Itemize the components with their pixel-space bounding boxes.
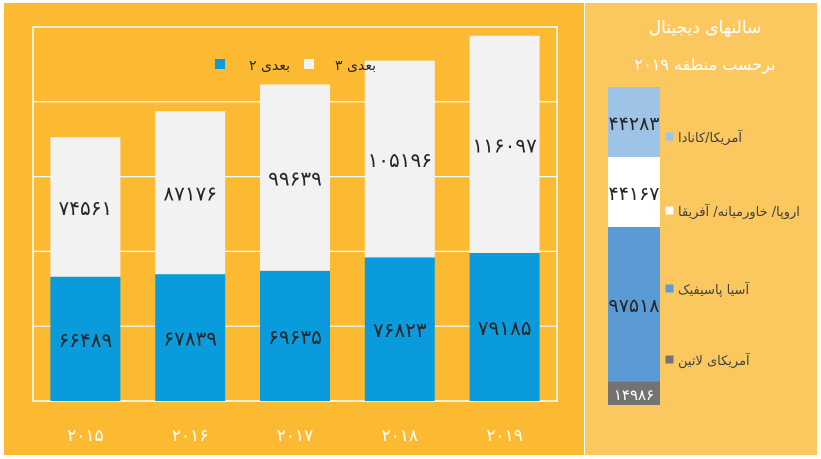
x-tick-label: ۲۰۱۷: [277, 426, 314, 446]
bar-2d-segment: [364, 257, 435, 401]
region-legend-label: آسیا پاسیفیک: [678, 281, 750, 298]
bar-3d-segment: [155, 111, 226, 275]
bar-3d-segment: [364, 60, 435, 258]
legend-label-2d: ۲ بعدی: [249, 58, 290, 74]
data-label-3d: ۸۷۱۷۶: [163, 182, 217, 206]
data-label-2d: ۶۷۸۳۹: [163, 327, 217, 351]
region-legend-swatch: [664, 354, 675, 365]
region-stacked-bar-chart: سالنهای دیجیتال برحسب منطقه ۲۰۱۹ ۱۴۹۸۶ آمری…: [608, 18, 800, 405]
data-label-2d: ۷۹۱۸۵: [478, 316, 532, 340]
chart-subtitle: برحسب منطقه ۲۰۱۹: [635, 55, 776, 75]
bar-2d-segment: [260, 270, 330, 401]
legend-label-3d: ۳ بعدی: [335, 58, 376, 74]
region-legend-label: آمریکای لاتین: [678, 352, 751, 369]
region-bar-segment: [608, 87, 660, 158]
bar-2d-segment: [155, 274, 226, 401]
region-data-label: ۱۴۹۸۶: [614, 386, 654, 404]
region-bar-segment: [608, 381, 660, 405]
chart-title: سالنهای دیجیتال: [649, 18, 762, 38]
bar-3d-segment: [50, 137, 121, 277]
data-label-2d: ۷۶۸۲۳: [373, 318, 427, 342]
data-label-3d: ۱۰۵۱۹۶: [368, 148, 432, 172]
region-legend-swatch: [664, 205, 675, 216]
region-legend-label: اروپا/ خاورمیانه/ آفریقا: [678, 203, 800, 220]
main-chart-panel: ۶۶۴۸۹ ۷۴۵۶۱ ۲۰۱۵ ۶۷۸۳۹ ۸۷۱۷۶ ۲۰۱۶ ۶۹۶۳۵ ۹۹۶۳۹ ۲۰…: [4, 3, 584, 455]
x-tick-label: ۲۰۱۵: [67, 426, 104, 446]
region-legend-label: آمریکا/کانادا: [678, 129, 743, 146]
data-label-3d: ۷۴۵۶۱: [59, 196, 113, 220]
main-stacked-bar-chart: ۶۶۴۸۹ ۷۴۵۶۱ ۲۰۱۵ ۶۷۸۳۹ ۸۷۱۷۶ ۲۰۱۶ ۶۹۶۳۵ ۹۹۶۳۹ ۲۰…: [32, 26, 558, 446]
legend-swatch-2d: [215, 59, 225, 69]
data-label-3d: ۹۹۶۳۹: [268, 167, 322, 191]
region-legend-swatch: [664, 283, 675, 294]
x-tick-label: ۲۰۱۸: [382, 426, 419, 446]
region-data-label: ۴۴۱۶۷: [608, 183, 659, 205]
bar-3d-segment: [469, 35, 540, 253]
bar-3d-segment: [260, 84, 330, 271]
region-legend-swatch: [664, 131, 675, 142]
x-tick-label: ۲۰۱۹: [486, 426, 523, 446]
data-label-2d: ۶۹۶۳۵: [268, 325, 322, 349]
x-tick-label: ۲۰۱۶: [172, 426, 209, 446]
region-chart-panel: سالنهای دیجیتال برحسب منطقه ۲۰۱۹ ۱۴۹۸۶ آمری…: [585, 3, 817, 455]
bar-2d-segment: [469, 252, 540, 401]
bar-2d-segment: [50, 276, 121, 401]
data-label-2d: ۶۶۴۸۹: [59, 328, 113, 352]
region-data-label: ۴۴۲۸۳: [608, 113, 659, 135]
region-bar-segment: [608, 226, 660, 382]
region-bar-segment: [608, 157, 660, 227]
region-data-label: ۹۷۵۱۸: [608, 295, 659, 317]
data-label-3d: ۱۱۶۰۹۷: [472, 133, 537, 157]
legend-swatch-3d: [304, 59, 314, 69]
